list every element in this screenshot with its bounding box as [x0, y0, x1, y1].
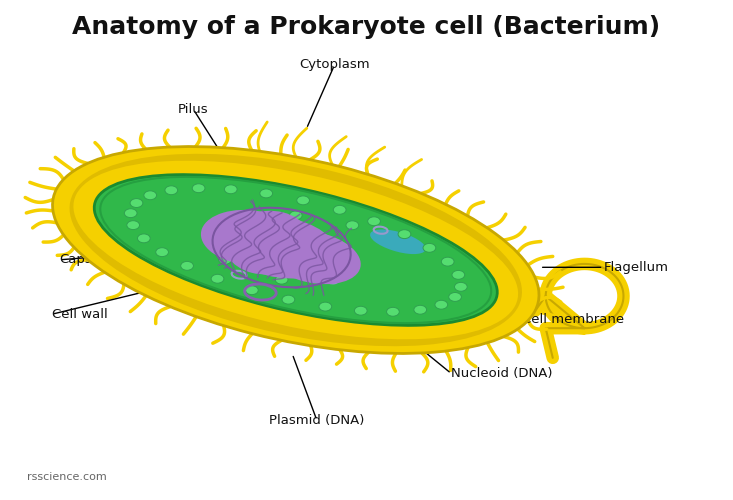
Ellipse shape [224, 210, 310, 274]
Text: Cell membrane: Cell membrane [522, 312, 625, 326]
Text: rsscience.com: rsscience.com [27, 472, 107, 482]
Circle shape [334, 206, 346, 214]
Ellipse shape [266, 230, 361, 284]
Ellipse shape [201, 210, 298, 266]
Circle shape [282, 295, 295, 304]
Circle shape [144, 191, 157, 200]
Circle shape [346, 221, 358, 230]
Circle shape [398, 230, 410, 238]
Circle shape [386, 308, 399, 316]
Circle shape [181, 262, 194, 270]
Circle shape [441, 257, 454, 266]
Circle shape [368, 217, 380, 226]
Text: Ribosome: Ribosome [66, 196, 131, 209]
Circle shape [290, 211, 302, 220]
Circle shape [127, 220, 139, 230]
Circle shape [259, 189, 273, 198]
Circle shape [297, 196, 309, 205]
Circle shape [254, 230, 267, 239]
Circle shape [165, 186, 177, 194]
Circle shape [319, 302, 332, 311]
Text: Cytoplasm: Cytoplasm [299, 58, 370, 71]
Text: Cell wall: Cell wall [52, 308, 108, 321]
Circle shape [454, 282, 467, 292]
Ellipse shape [95, 174, 497, 326]
Circle shape [138, 234, 150, 243]
Text: Capsule: Capsule [59, 254, 112, 266]
Circle shape [218, 256, 232, 264]
Ellipse shape [370, 230, 426, 254]
Text: Flagellum: Flagellum [603, 261, 668, 274]
Circle shape [452, 270, 465, 280]
Ellipse shape [226, 216, 336, 278]
Ellipse shape [53, 146, 539, 354]
Text: Plasmid (DNA): Plasmid (DNA) [269, 414, 365, 427]
Circle shape [125, 208, 137, 218]
Circle shape [211, 274, 224, 283]
Circle shape [130, 198, 143, 207]
Ellipse shape [100, 177, 491, 323]
Circle shape [423, 244, 436, 252]
Text: Pilus: Pilus [178, 102, 208, 116]
Text: Anatomy of a Prokaryote cell (Bacterium): Anatomy of a Prokaryote cell (Bacterium) [73, 15, 660, 39]
Ellipse shape [70, 154, 522, 346]
Circle shape [435, 300, 448, 309]
Circle shape [325, 266, 337, 274]
Text: Nucleoid (DNA): Nucleoid (DNA) [452, 367, 553, 380]
Ellipse shape [250, 230, 342, 275]
Circle shape [246, 286, 258, 294]
Circle shape [354, 306, 367, 315]
Circle shape [192, 184, 205, 192]
Circle shape [414, 306, 427, 314]
Ellipse shape [73, 160, 518, 340]
Circle shape [276, 275, 288, 284]
Circle shape [449, 292, 462, 302]
Circle shape [155, 248, 169, 256]
Circle shape [224, 185, 237, 194]
